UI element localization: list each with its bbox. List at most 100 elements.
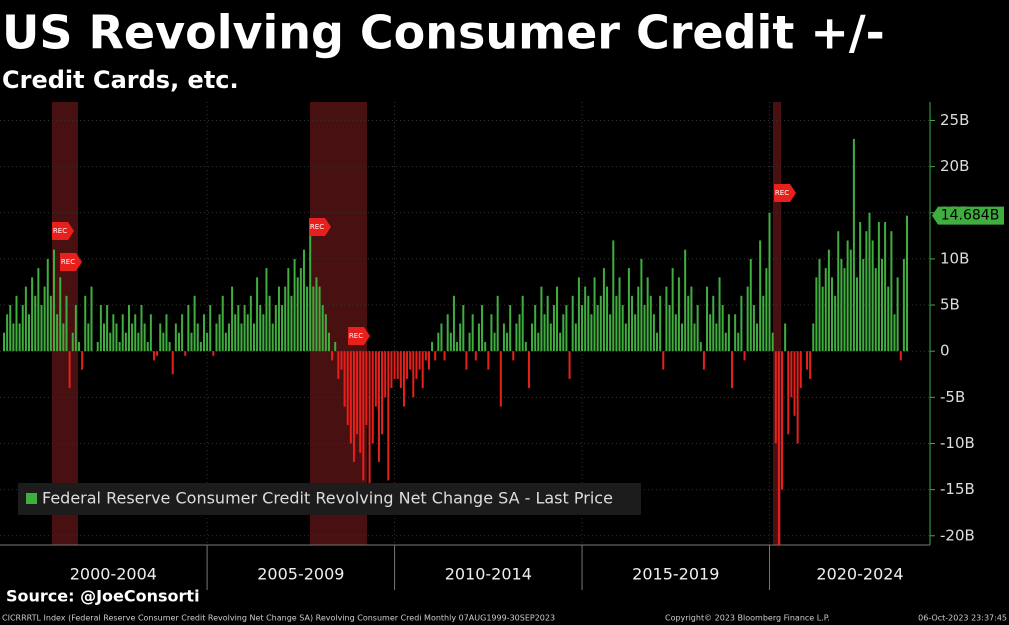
bar [621,305,624,352]
bar [346,351,349,426]
legend-swatch [26,493,37,504]
bar [487,351,490,370]
bar [812,323,815,352]
bar [293,258,296,352]
rec-label: REC [61,258,75,266]
bar [677,277,680,352]
bar [84,295,87,352]
bar [359,351,362,453]
bar [415,351,418,379]
bar [468,332,471,352]
bar [809,351,812,379]
bar [143,323,146,352]
bar [646,277,649,352]
bar [715,323,718,352]
bar [877,221,880,352]
bar [209,305,212,352]
bar [790,351,793,398]
bar [46,258,49,352]
bar [418,351,421,370]
bar [434,351,437,361]
bar [340,351,343,370]
bar [693,323,696,352]
bar [477,323,480,352]
bar [787,351,790,435]
bar [527,351,530,389]
bar [377,351,380,462]
legend-box [18,483,641,515]
bar [771,332,774,352]
bar [462,305,465,352]
bar [171,351,174,375]
bar [587,295,590,352]
bar [302,249,305,352]
rec-marker [52,222,74,240]
bar [512,351,515,361]
bar [465,351,468,370]
bar [624,323,627,352]
bar [184,351,187,356]
y-tick-label: -20B [940,526,975,544]
bar [499,351,502,407]
bar [662,351,665,370]
bar [471,314,474,352]
bar [718,277,721,352]
bar [256,277,259,352]
bar [252,323,255,352]
bar [793,351,796,416]
bar [452,295,455,352]
bar [352,351,355,462]
bar [371,351,374,444]
rec-label: REC [349,332,363,340]
bar [87,323,90,352]
rec-marker [309,218,331,236]
bar [365,351,368,426]
bar [271,323,274,352]
bar [865,231,868,352]
bar [706,286,709,352]
bar [393,351,396,379]
bar [215,323,218,352]
x-period-label: 2015-2019 [632,565,719,584]
bar [846,240,849,352]
bar [615,295,618,352]
bar [762,295,765,352]
bar [131,323,134,352]
bar [149,314,152,352]
bar [559,332,562,352]
footer-bar [0,610,1009,625]
bar [896,277,899,352]
bar [396,351,399,379]
bar [699,341,702,352]
bar [668,305,671,352]
bar [399,351,402,389]
bar [609,314,612,352]
bar [140,305,143,352]
bar [702,351,705,370]
y-tick-label: 5B [940,296,960,314]
bar [818,258,821,352]
bar [402,351,405,407]
bar [502,323,505,352]
bar [268,295,271,352]
bar [652,314,655,352]
bar [265,268,268,352]
bar [224,332,227,352]
bar [524,341,527,352]
bar [631,295,634,352]
bar [424,351,427,361]
bar [199,341,202,352]
bar [387,351,390,481]
bar [859,221,862,352]
bar [849,249,852,352]
bar [756,323,759,352]
bar [743,351,746,361]
bar [34,295,37,352]
bar [731,351,734,389]
x-period-label: 2000-2004 [70,565,157,584]
bar [671,268,674,352]
bar [262,314,265,352]
bar [327,332,330,352]
bar [237,305,240,352]
